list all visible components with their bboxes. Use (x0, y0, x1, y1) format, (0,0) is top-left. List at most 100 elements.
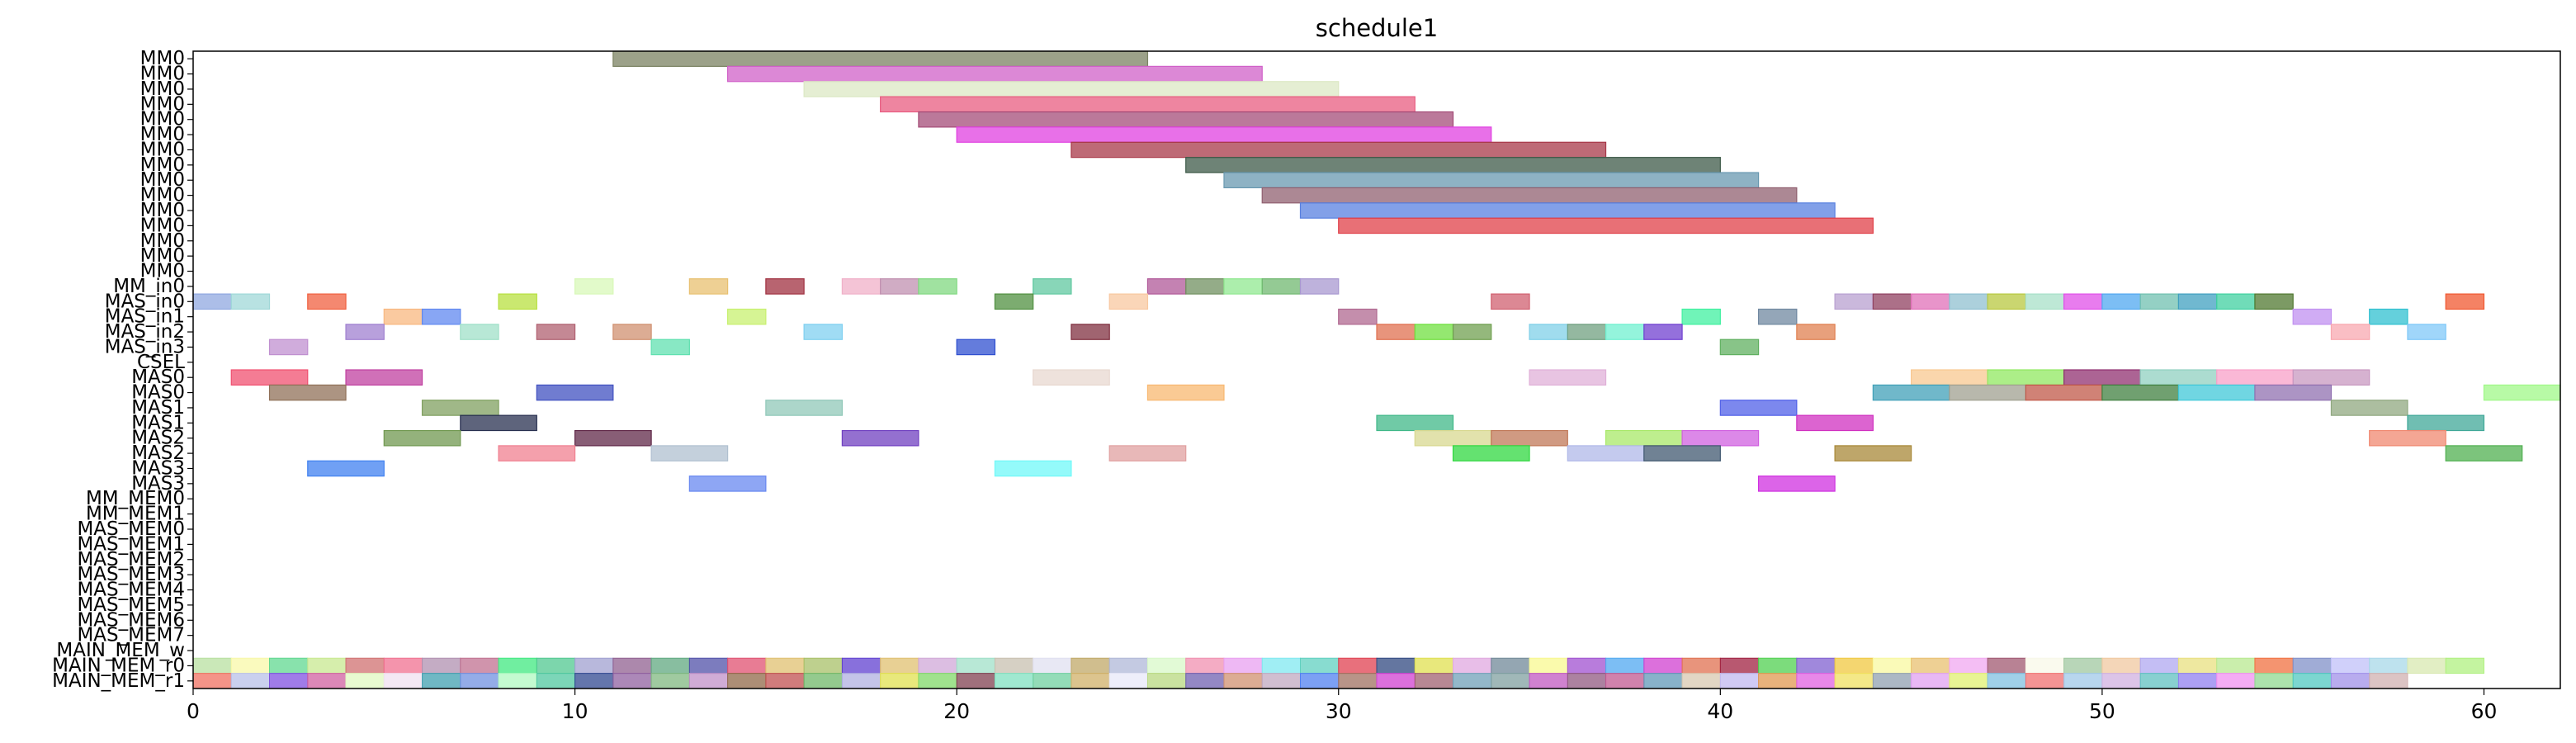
task-bar (1108, 293, 1149, 310)
task-bar (765, 400, 843, 416)
task-bar (1757, 308, 1798, 325)
y-tick-label: MAS2 (131, 442, 185, 464)
memory-read-bar (918, 673, 957, 689)
task-bar (1033, 278, 1072, 295)
y-tick-label: MM0 (140, 109, 185, 130)
task-bar (192, 293, 232, 310)
memory-write-bar (880, 657, 919, 674)
memory-write-bar (192, 657, 232, 674)
y-tick-label: MM0 (140, 139, 185, 160)
task-bar (536, 324, 576, 340)
memory-read-bar (650, 673, 690, 689)
memory-write-bar (1033, 657, 1072, 674)
memory-read-bar (1108, 673, 1148, 689)
task-bar (1643, 445, 1721, 461)
task-bar (841, 278, 882, 295)
task-bars (192, 50, 2561, 689)
memory-write-bar (2025, 657, 2065, 674)
memory-write-bar (803, 657, 843, 674)
memory-write-bar (1987, 657, 2026, 674)
task-bar (2025, 293, 2065, 310)
task-bar (612, 50, 1149, 67)
task-bar (1223, 172, 1760, 189)
memory-read-bar (345, 673, 385, 689)
memory-write-bar (1567, 657, 1607, 674)
task-bar (1567, 445, 1645, 461)
task-bar (1987, 293, 2026, 310)
memory-write-bar (307, 657, 347, 674)
y-tick-label: MM0 (140, 48, 185, 69)
y-tick-label: MM0 (140, 230, 185, 252)
task-bar (498, 445, 576, 461)
memory-read-bar (1987, 673, 2026, 689)
task-bar (1033, 369, 1110, 386)
memory-write-bar (612, 657, 652, 674)
task-bar (460, 414, 537, 432)
task-bar (2254, 384, 2333, 401)
y-tick-label: MAS_in0 (105, 291, 185, 312)
task-bar (803, 324, 843, 340)
memory-write-bar (1834, 657, 1874, 674)
y-tick-label: MAS_MEM5 (77, 594, 185, 616)
y-tick-label: MM0 (140, 124, 185, 145)
task-bar (1071, 324, 1110, 340)
task-bar (956, 338, 996, 356)
x-axis: 0 10 20 30 40 50 60 (187, 689, 2497, 723)
memory-read-bar (2330, 673, 2370, 689)
memory-read-bar (2139, 673, 2179, 689)
memory-read-bar (2254, 673, 2294, 689)
task-bar (1605, 429, 1683, 447)
memory-write-bar (1146, 657, 1187, 674)
task-bar (2063, 369, 2141, 386)
x-tick-label: 40 (1707, 699, 1733, 723)
task-bar (574, 278, 614, 295)
memory-read-bar (1605, 673, 1645, 689)
y-tick-label: MM0 (140, 215, 185, 236)
task-bar (2445, 293, 2485, 310)
x-tick-label: 30 (1326, 699, 1352, 723)
memory-read-bar (688, 673, 729, 689)
y-tick-label: MAS0 (131, 367, 185, 388)
y-tick-label: MAS_MEM7 (77, 625, 185, 646)
memory-write-bar (1758, 657, 1798, 674)
memory-read-bar (1146, 673, 1187, 689)
memory-write-bar (1643, 657, 1683, 674)
task-bar (421, 400, 499, 416)
memory-write-bar (536, 657, 576, 674)
memory-read-bar (2216, 673, 2256, 689)
task-bar (2101, 384, 2180, 401)
task-bar (1299, 278, 1340, 295)
memory-read-bar (1681, 673, 1721, 689)
y-tick-label: MAS1 (131, 397, 185, 419)
task-bar (1719, 400, 1798, 416)
task-bar (1376, 324, 1416, 340)
y-tick-label: CSEL (137, 352, 185, 373)
task-bar (1872, 384, 1950, 401)
task-bar (1911, 369, 1988, 386)
task-bar (1643, 324, 1683, 340)
task-bar (2177, 384, 2256, 401)
task-bar (460, 324, 499, 340)
y-tick-label: MAS1 (131, 412, 185, 433)
memory-write-bar (918, 657, 957, 674)
memory-write-bar (841, 657, 882, 674)
task-bar (1949, 293, 1988, 310)
task-bar (307, 460, 385, 477)
task-bar (1414, 324, 1454, 340)
memory-write-bar (2445, 657, 2484, 674)
memory-write-bar (1108, 657, 1148, 674)
memory-read-bar (498, 673, 537, 689)
task-bar (1834, 445, 1912, 461)
memory-write-bar (765, 657, 805, 674)
task-bar (1491, 429, 1568, 447)
memory-read-bar (2025, 673, 2065, 689)
task-bar (2216, 293, 2256, 310)
y-tick-label: MAS_MEM2 (77, 549, 185, 570)
task-bar (880, 278, 919, 295)
memory-write-bar (2369, 657, 2408, 674)
task-bar (268, 338, 309, 356)
memory-write-bar (2330, 657, 2370, 674)
memory-write-bar (1529, 657, 1568, 674)
memory-read-bar (1338, 673, 1378, 689)
task-bar (1261, 187, 1798, 204)
